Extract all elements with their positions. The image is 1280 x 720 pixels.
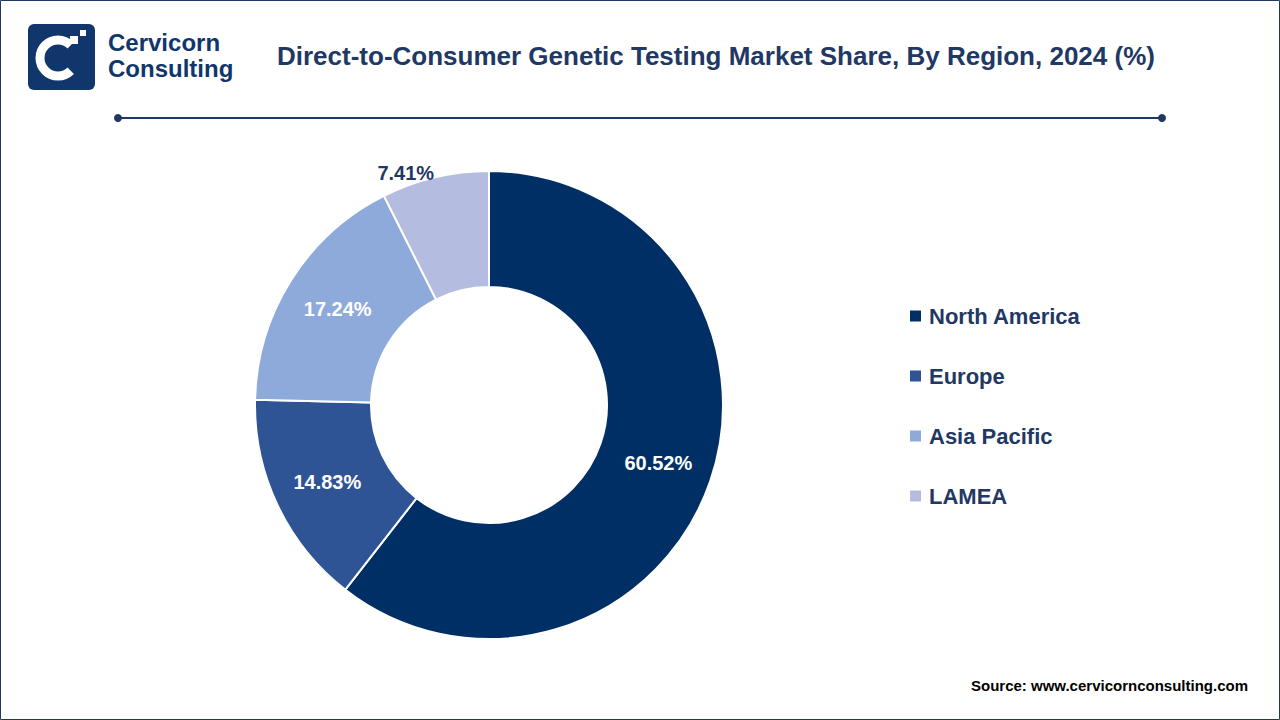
svg-text:Europe: Europe — [929, 364, 1005, 389]
svg-text:Cervicorn: Cervicorn — [108, 29, 220, 56]
svg-text:17.24%: 17.24% — [304, 298, 372, 320]
svg-text:LAMEA: LAMEA — [929, 484, 1007, 509]
svg-text:14.83%: 14.83% — [293, 471, 361, 493]
svg-text:North America: North America — [929, 304, 1081, 329]
svg-text:Source: www.cervicornconsultin: Source: www.cervicornconsulting.com — [971, 677, 1248, 694]
svg-text:Asia Pacific: Asia Pacific — [929, 424, 1053, 449]
svg-text:Direct-to-Consumer Genetic Tes: Direct-to-Consumer Genetic Testing Marke… — [277, 41, 1155, 71]
svg-text:7.41%: 7.41% — [377, 162, 434, 184]
svg-text:Consulting: Consulting — [108, 55, 233, 82]
svg-text:60.52%: 60.52% — [624, 452, 692, 474]
